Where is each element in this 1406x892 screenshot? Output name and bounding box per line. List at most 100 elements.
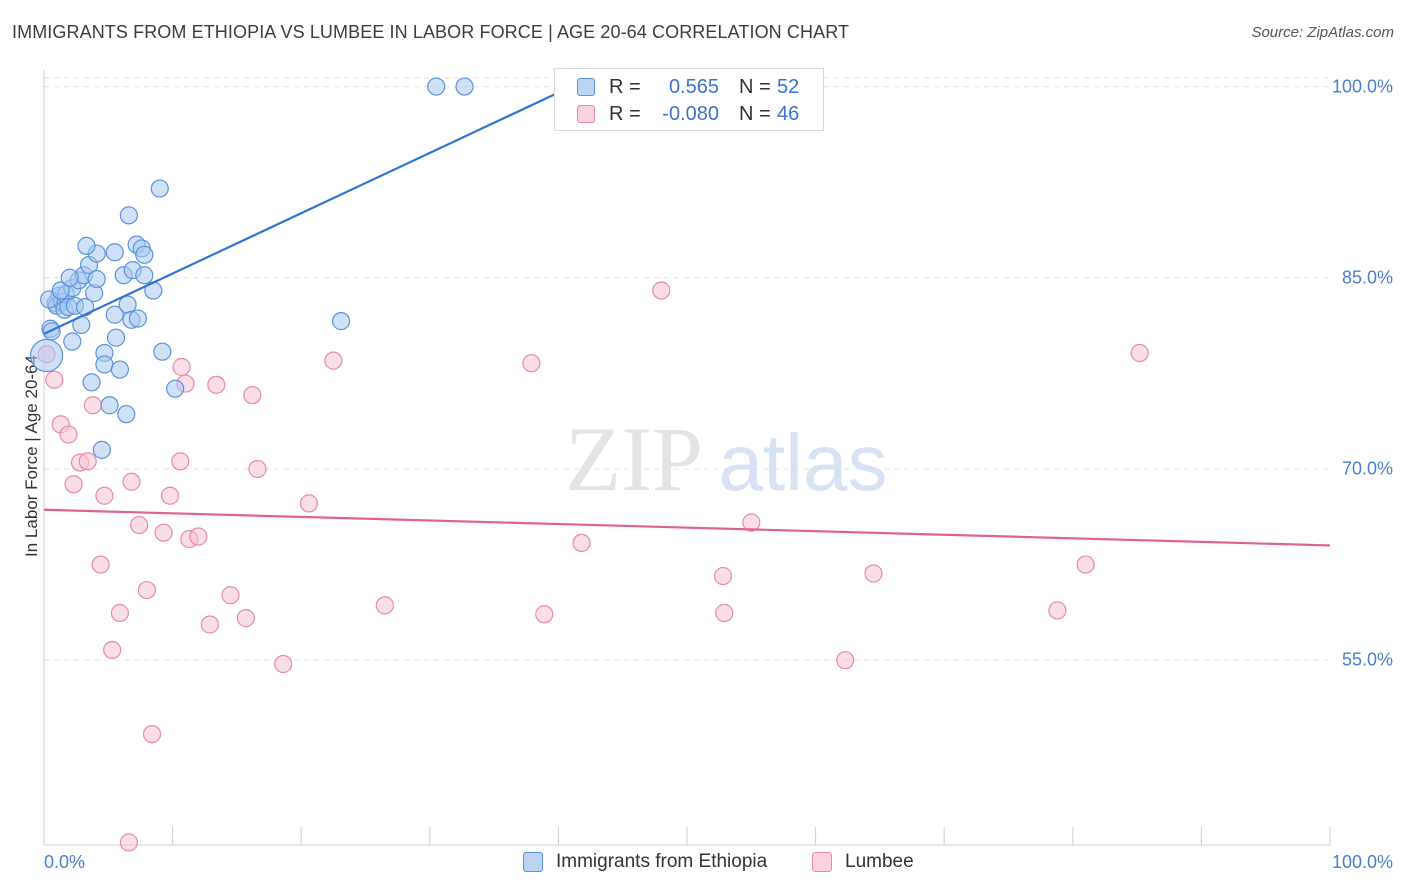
legend-r-value: -0.080 [662, 102, 719, 125]
data-point [29, 338, 64, 373]
data-point [1076, 555, 1095, 574]
chart-title: IMMIGRANTS FROM ETHIOPIA VS LUMBEE IN LA… [12, 22, 850, 42]
data-point [100, 396, 119, 415]
data-point [119, 833, 138, 852]
legend-swatch-blue [577, 78, 595, 96]
data-point [95, 486, 114, 505]
data-point [135, 266, 154, 285]
data-point [92, 440, 111, 459]
data-point [122, 472, 141, 491]
trend-line-lumbee [43, 508, 1331, 547]
data-point [375, 596, 394, 615]
data-point [106, 328, 126, 347]
data-point [87, 269, 106, 289]
legend-n-label: N = [739, 75, 771, 98]
data-point [110, 360, 129, 379]
y-tick-label: 100.0% [1331, 76, 1393, 97]
data-point [153, 342, 172, 361]
legend-item-ethiopia[interactable]: Immigrants from Ethiopia [523, 851, 767, 873]
data-point [117, 405, 136, 424]
x-tick-label-max: 100.0% [1331, 852, 1393, 872]
data-point [236, 609, 256, 628]
data-point [200, 615, 219, 634]
trend-line-ethiopia [43, 85, 572, 335]
data-point [742, 513, 761, 532]
data-point [713, 566, 733, 586]
legend-n-value: 52 [777, 75, 800, 98]
x-axis-ticks [43, 827, 1331, 845]
data-point [1048, 601, 1067, 620]
legend-row-ethiopia: R = 0.565 N = 52 [577, 75, 799, 99]
data-point [652, 281, 671, 300]
data-point [59, 425, 78, 444]
data-point [45, 370, 64, 389]
y-tick-label: 85.0% [1341, 267, 1393, 288]
legend-swatch-pink [577, 105, 595, 123]
x-tick-label-min: 0.0% [44, 852, 86, 872]
legend-item-lumbee[interactable]: Lumbee [812, 851, 914, 873]
y-tick-label: 70.0% [1341, 458, 1393, 479]
data-point [207, 375, 226, 394]
legend-swatch-blue [523, 852, 543, 872]
data-point [248, 459, 267, 479]
data-point [427, 77, 446, 96]
watermark-zip: ZIP [565, 408, 703, 510]
watermark: ZIP atlas [565, 408, 887, 510]
data-point [160, 486, 180, 505]
data-point [142, 725, 162, 744]
legend-n-label: N = [739, 102, 771, 125]
data-point [154, 523, 173, 542]
legend-swatch-pink [812, 852, 832, 872]
data-point [135, 245, 154, 264]
data-point [60, 268, 79, 287]
data-point [189, 527, 208, 546]
data-point [77, 236, 96, 256]
data-point [83, 396, 102, 415]
data-point [171, 452, 190, 471]
data-point [105, 305, 124, 324]
data-point [130, 515, 149, 535]
data-point [95, 355, 114, 374]
data-point [455, 77, 474, 96]
ethiopia-points [29, 77, 474, 459]
legend-r-label: R = [609, 102, 641, 125]
data-point [103, 640, 122, 660]
watermark-atlas: atlas [719, 418, 888, 507]
lumbee-points [37, 281, 1149, 852]
series-legend: Immigrants from Ethiopia Lumbee [0, 851, 1406, 877]
data-point [128, 309, 147, 328]
y-tick-label: 55.0% [1341, 649, 1393, 670]
data-point [243, 385, 262, 405]
data-point [91, 555, 110, 574]
data-point [836, 651, 855, 670]
data-point [274, 654, 293, 674]
data-point [64, 475, 83, 494]
data-point [864, 564, 883, 583]
data-point [331, 312, 351, 331]
data-point [1130, 343, 1149, 363]
data-point [51, 281, 70, 300]
data-point [299, 494, 319, 513]
legend-row-lumbee: R = -0.080 N = 46 [577, 102, 799, 126]
data-point [78, 452, 97, 471]
data-point [522, 354, 541, 373]
legend-label-ethiopia: Immigrants from Ethiopia [556, 851, 768, 872]
data-point [715, 603, 734, 623]
data-point [166, 379, 185, 398]
data-point [63, 332, 82, 351]
legend-label-lumbee: Lumbee [845, 851, 914, 872]
grid-lines [44, 77, 1330, 661]
data-point [221, 586, 240, 605]
data-point [137, 580, 156, 600]
data-point [82, 373, 101, 392]
data-point [172, 357, 191, 377]
data-point [110, 603, 129, 623]
legend-r-value: 0.565 [668, 75, 719, 98]
correlation-legend: R = 0.565 N = 52 R = -0.080 N = 46 [554, 68, 824, 131]
trend-lines [43, 85, 1331, 547]
source-label: Source: ZipAtlas.com [1251, 24, 1394, 41]
data-point [119, 206, 138, 225]
data-point [150, 179, 169, 198]
data-point [105, 243, 124, 262]
